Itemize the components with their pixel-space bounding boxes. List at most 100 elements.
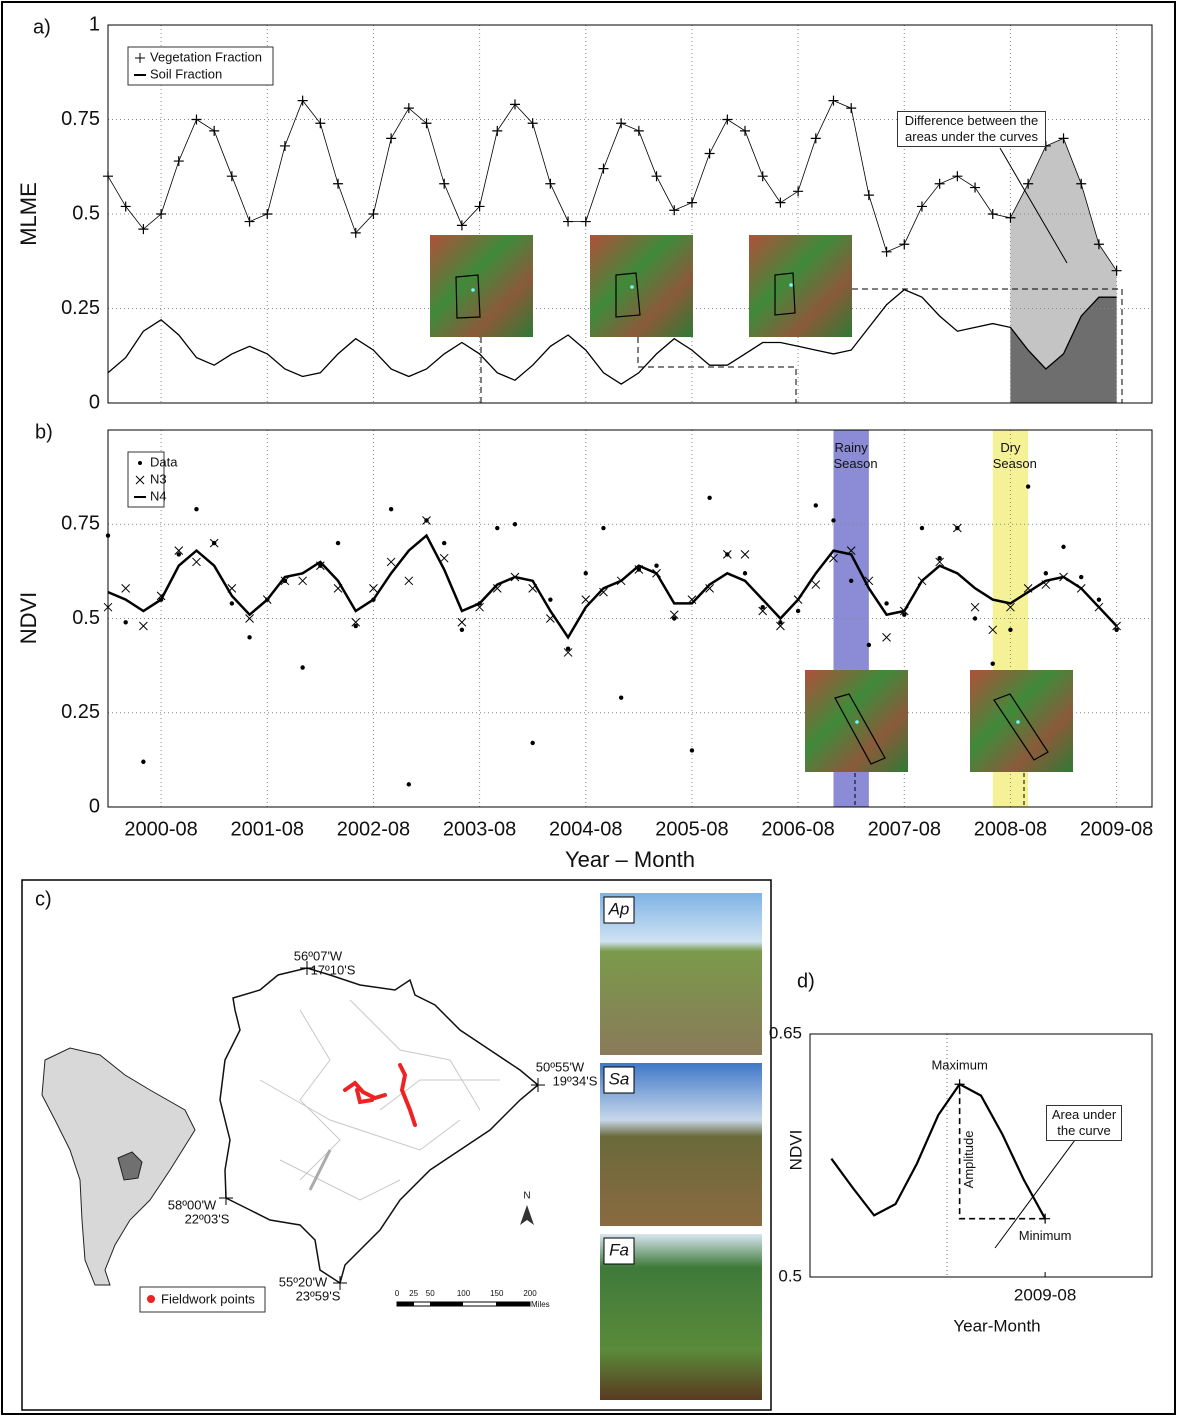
plus-marker — [386, 133, 397, 144]
data-point — [813, 503, 818, 508]
x-marker — [722, 550, 732, 559]
plot-frame — [107, 24, 1153, 404]
inset-point — [855, 720, 859, 724]
plus-marker — [1058, 133, 1069, 144]
panel-label: d) — [797, 970, 815, 992]
data-point — [902, 612, 907, 617]
data-point — [990, 661, 995, 666]
plus-marker — [1093, 239, 1104, 250]
scale-bar-segment — [430, 1302, 463, 1306]
plus-marker — [333, 178, 344, 189]
municipal-boundaries — [259, 999, 500, 1201]
data-point — [618, 695, 624, 700]
y-tick-label: 0.65 — [769, 1023, 802, 1042]
y-tick-label: 0 — [89, 391, 100, 413]
x-marker — [369, 583, 378, 593]
state-map — [219, 967, 540, 1285]
data-point — [530, 740, 535, 746]
panel-label: a) — [33, 16, 51, 38]
coordinate-cross — [219, 961, 545, 1290]
data-point — [442, 540, 447, 546]
legend-swatch — [135, 53, 145, 63]
photo-label: Ap — [608, 899, 630, 918]
plus-marker — [952, 171, 963, 182]
river — [308, 1149, 332, 1191]
y-tick-label: 0.5 — [72, 202, 100, 224]
annotation-pointer — [999, 147, 1068, 264]
data-point — [1061, 544, 1066, 550]
inset-outline — [993, 693, 1049, 761]
plus-marker — [775, 197, 786, 208]
inset-outline — [774, 272, 796, 316]
plus-marker — [704, 148, 715, 159]
x-tick-label: 2007-08 — [868, 818, 941, 840]
data-point — [1079, 574, 1084, 580]
x-tick-label: 2005-08 — [655, 818, 728, 840]
plus-marker — [456, 220, 467, 231]
coordinate-label: 22º03'S — [185, 1211, 230, 1226]
plot-frame — [107, 429, 1153, 808]
plot-frame — [809, 1033, 1153, 1278]
series-line — [107, 288, 1117, 385]
series-line — [107, 533, 1118, 640]
y-tick-label: 1 — [89, 13, 100, 35]
study-state — [117, 1151, 143, 1181]
data-point — [672, 616, 677, 621]
plus-marker — [616, 118, 627, 129]
plus-marker — [474, 201, 485, 212]
data-point — [1096, 597, 1102, 602]
plus-marker — [686, 197, 697, 208]
plus-marker — [492, 125, 503, 136]
plus-marker — [350, 227, 361, 238]
plus-marker — [439, 178, 450, 189]
x-marker — [669, 610, 679, 620]
coordinate-label: 50º55'W — [536, 1059, 585, 1074]
inset-outline — [615, 272, 641, 318]
inset-point — [471, 288, 475, 292]
data-point — [689, 748, 695, 753]
x-tick-label: 2006-08 — [761, 818, 834, 840]
satellite-inset — [430, 235, 533, 337]
plus-marker — [846, 103, 857, 114]
coordinate-label: 58º00'W — [168, 1197, 217, 1212]
data-point — [937, 555, 942, 561]
legend-swatch — [138, 461, 142, 465]
satellite-inset — [970, 670, 1073, 772]
connector — [480, 288, 1123, 403]
x-marker — [192, 557, 201, 567]
panel-label: c) — [35, 888, 52, 910]
y-axis-label: NDVI — [786, 1130, 805, 1171]
plus-marker — [1005, 212, 1016, 223]
x-marker — [404, 576, 414, 586]
annotation: Maximum — [931, 1058, 987, 1073]
legend-label: N4 — [150, 488, 167, 503]
plus-marker — [403, 103, 414, 114]
scale-label: 50 — [426, 1289, 435, 1298]
x-tick-label: 2002-08 — [337, 818, 410, 840]
data-point — [495, 525, 500, 531]
plus-marker — [828, 95, 839, 106]
plus-marker — [881, 246, 892, 257]
annotation-box: Difference between the areas under the c… — [897, 111, 1046, 147]
plus-marker — [315, 118, 326, 129]
y-tick-label: 0.25 — [61, 297, 100, 319]
y-axis-label: MLME — [16, 182, 41, 246]
data-point — [654, 563, 659, 568]
legend-label: Fieldwork points — [161, 1291, 255, 1306]
data-point — [1008, 627, 1013, 633]
x-tick-label: 2004-08 — [549, 818, 622, 840]
data-point — [972, 616, 978, 621]
plus-marker — [970, 182, 981, 193]
x-tick-label: 2009-08 — [1080, 818, 1153, 840]
plus-marker — [934, 178, 945, 189]
plus-marker — [244, 216, 255, 227]
x-marker — [581, 595, 591, 605]
plus-marker — [191, 114, 202, 125]
overlay-layer — [430, 147, 1123, 807]
data-point — [388, 506, 394, 512]
inset-point — [789, 283, 793, 287]
plus-marker — [916, 201, 927, 212]
data-point — [1043, 571, 1049, 576]
